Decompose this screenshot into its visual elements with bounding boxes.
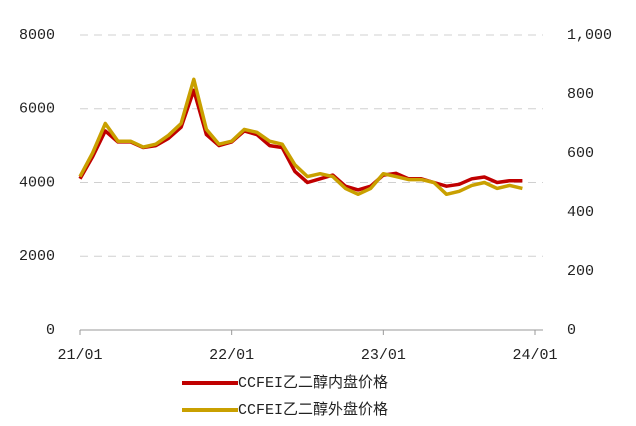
y2-tick-label: 1,000 (567, 27, 612, 44)
y2-tick-label: 400 (567, 204, 594, 221)
legend-label: CCFEI乙二醇外盘价格 (238, 400, 388, 419)
series-line (78, 88, 523, 192)
x-tick-label: 23/01 (361, 347, 406, 364)
y2-tick-label: 600 (567, 145, 594, 162)
series-line (78, 77, 523, 197)
y-tick-label: 2000 (19, 248, 55, 265)
y-tick-label: 0 (46, 322, 55, 339)
y2-tick-label: 200 (567, 263, 594, 280)
y-tick-label: 8000 (19, 27, 55, 44)
y2-tick-label: 800 (567, 86, 594, 103)
x-tick-label: 24/01 (512, 347, 557, 364)
x-tick-label: 22/01 (209, 347, 254, 364)
y-tick-label: 6000 (19, 101, 55, 118)
x-tick-label: 21/01 (57, 347, 102, 364)
y-tick-label: 4000 (19, 174, 55, 191)
legend-label: CCFEI乙二醇内盘价格 (238, 373, 388, 392)
y2-tick-label: 0 (567, 322, 576, 339)
